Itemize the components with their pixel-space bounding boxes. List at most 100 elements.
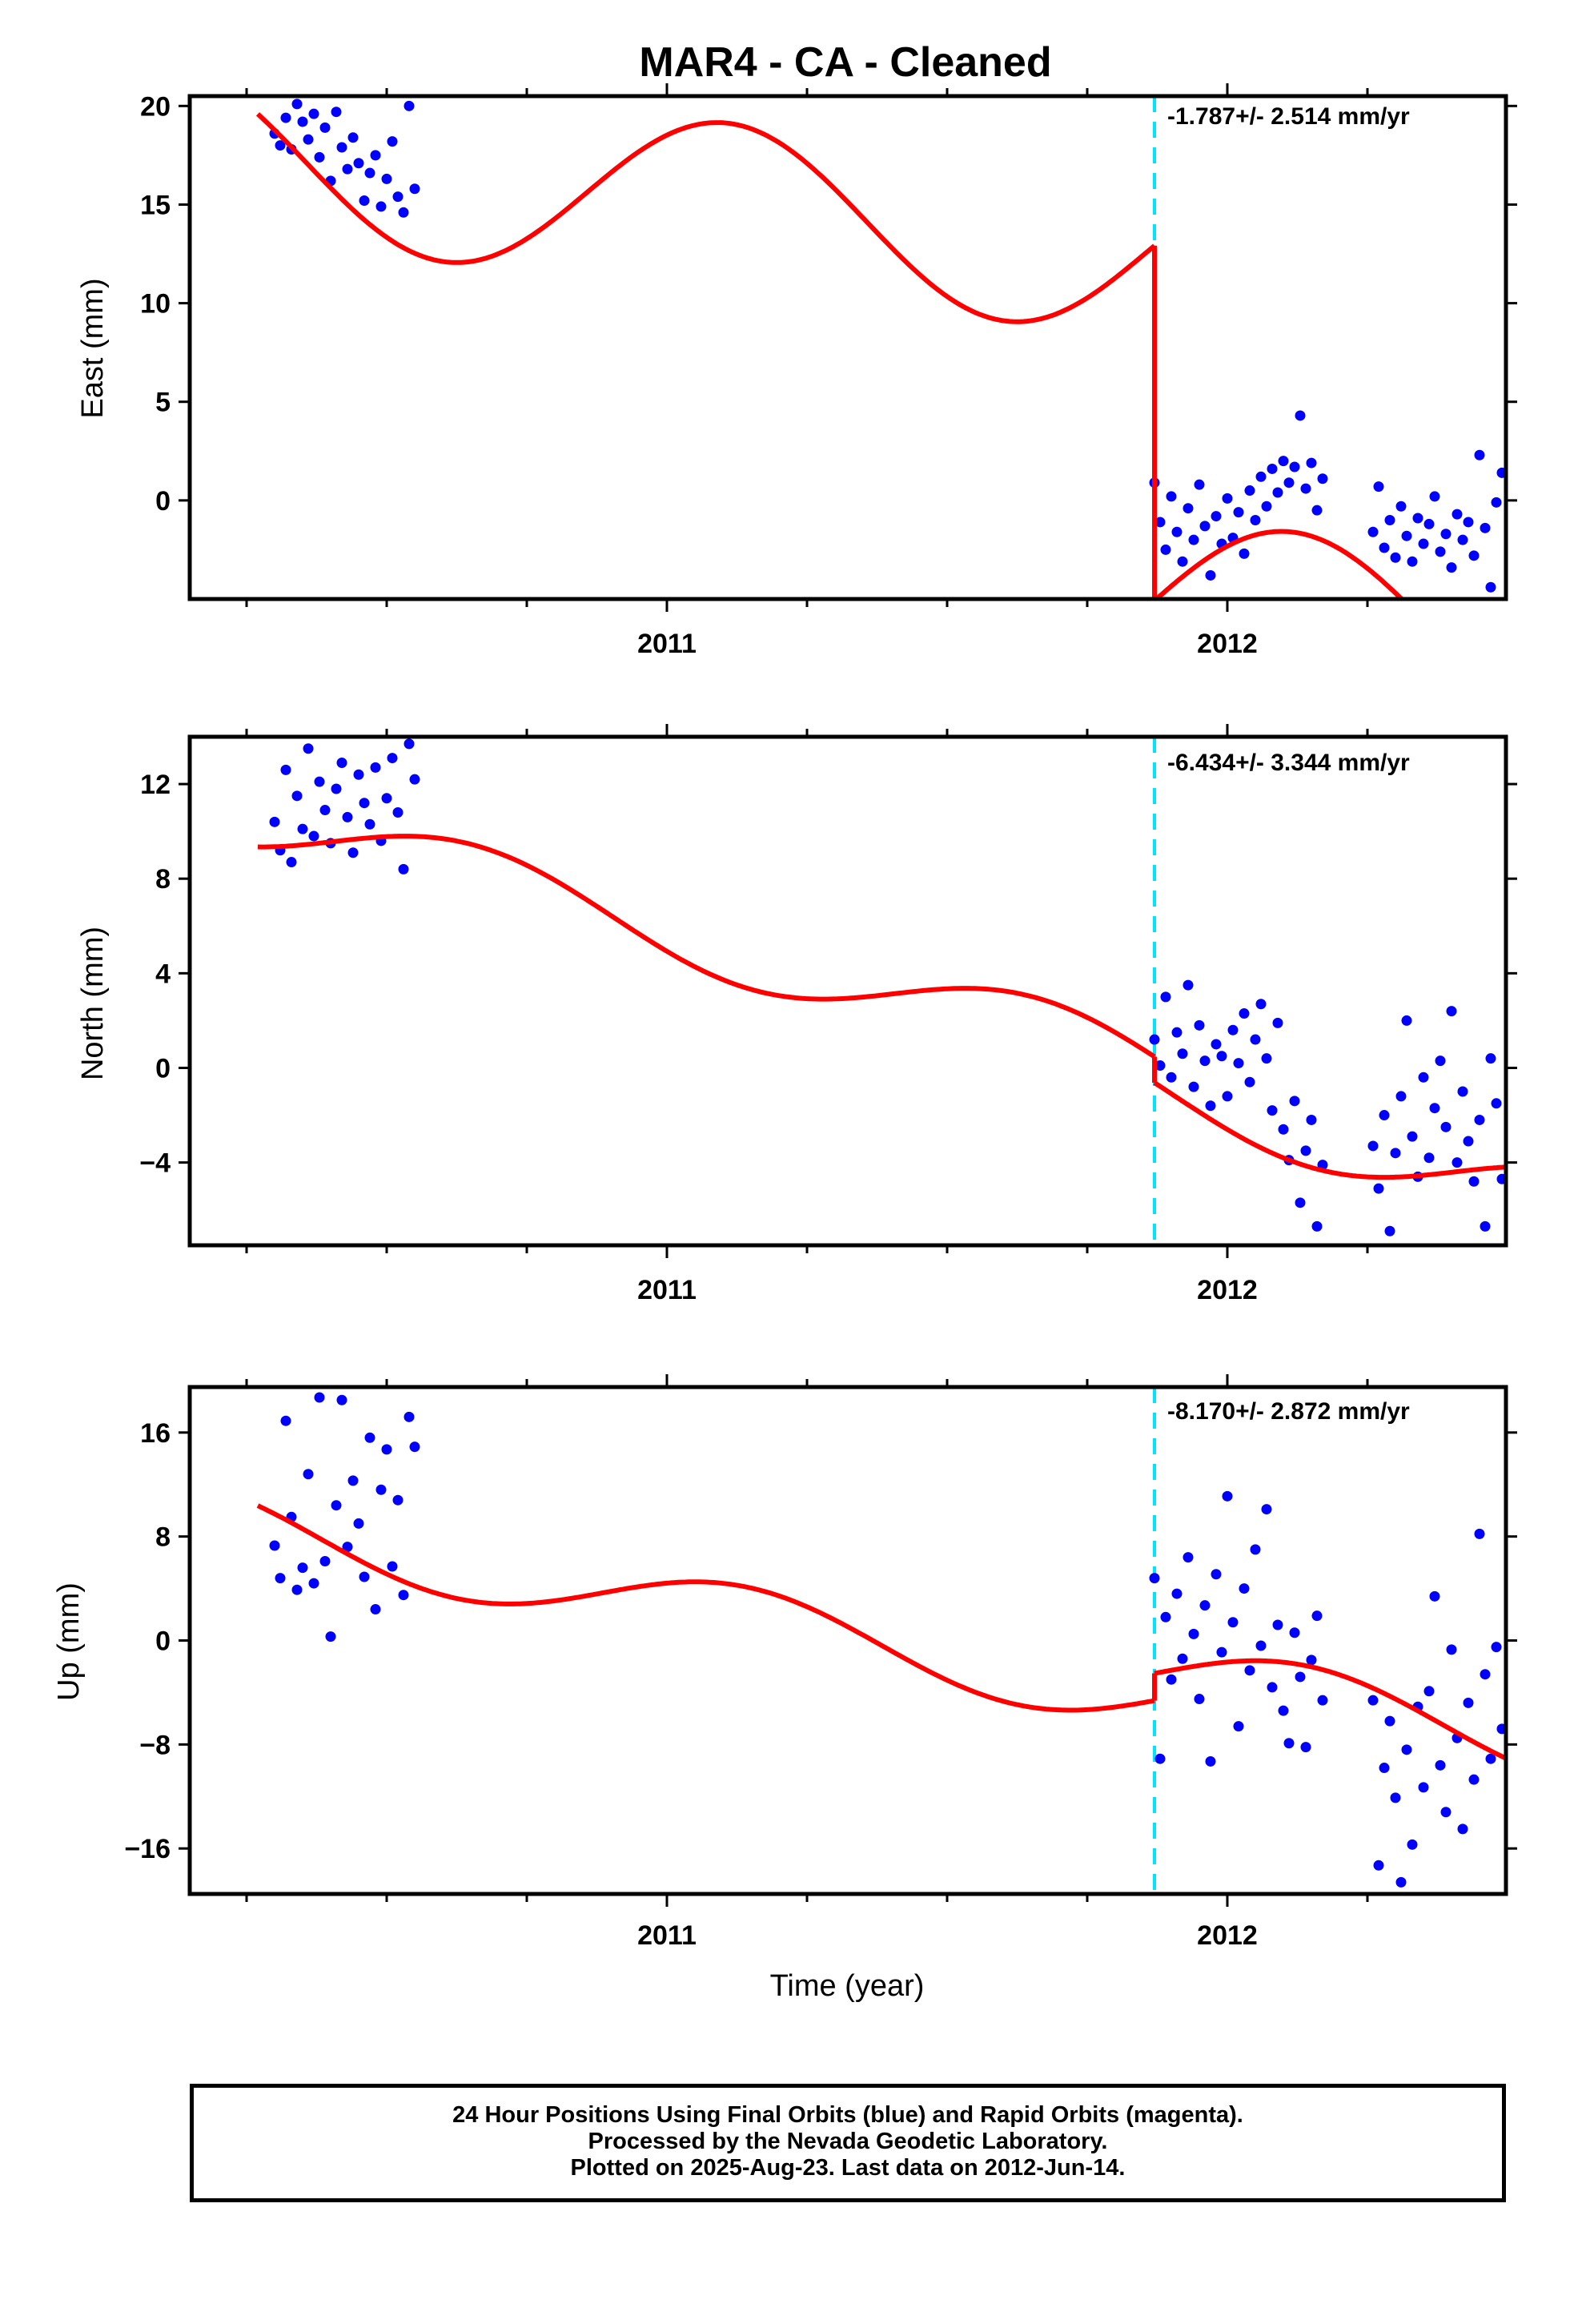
east-ytick-label: 5 — [155, 388, 171, 418]
up-data-point — [1311, 1610, 1323, 1622]
east-data-point — [409, 183, 420, 195]
east-data-point — [303, 134, 314, 145]
east-data-point — [1407, 556, 1418, 567]
east-data-point — [1289, 461, 1300, 472]
east-data-point — [347, 132, 359, 143]
north-axis-label: North (mm) — [76, 927, 110, 1080]
north-data-point — [297, 823, 308, 834]
east-xtick-2011: 2011 — [637, 629, 697, 659]
north-data-point — [1496, 1173, 1506, 1184]
up-data-point — [1457, 1823, 1468, 1835]
east-data-point — [1267, 463, 1278, 474]
east-data-point — [1182, 503, 1194, 514]
north-data-point — [1233, 1058, 1244, 1069]
east-data-point — [1250, 514, 1261, 525]
up-xtick-2012: 2012 — [1197, 1920, 1258, 1951]
up-ytick-label: 0 — [155, 1626, 171, 1657]
up-data-point — [303, 1469, 314, 1480]
east-data-point — [387, 136, 398, 147]
north-panel: North (mm) -6.434+/- 3.344 mm/yr 2011 20… — [76, 724, 1517, 1305]
east-data-point — [1452, 509, 1463, 520]
chart-title: MAR4 - CA - Cleaned — [639, 39, 1051, 86]
north-data-point — [1418, 1072, 1429, 1083]
east-data-point — [1367, 526, 1379, 537]
north-ytick-label: 12 — [140, 770, 171, 800]
up-data-point — [342, 1542, 353, 1553]
north-data-point — [1272, 1017, 1283, 1028]
north-data-point — [1306, 1114, 1317, 1125]
up-data-point — [1154, 1753, 1166, 1764]
up-data-point — [1300, 1742, 1311, 1753]
north-data-point — [280, 764, 291, 775]
north-data-point — [1261, 1053, 1272, 1064]
up-data-point — [1367, 1695, 1379, 1706]
north-data-point — [409, 774, 420, 785]
east-data-point — [392, 191, 404, 203]
up-data-point — [1255, 1640, 1267, 1651]
east-data-point — [1423, 518, 1435, 529]
north-data-point — [1216, 1051, 1227, 1062]
up-data-point — [370, 1604, 381, 1615]
east-data-point — [1188, 534, 1199, 545]
up-data-point — [1289, 1627, 1300, 1638]
north-data-point — [303, 743, 314, 754]
up-model-curve — [1153, 1658, 1506, 1761]
up-data-point — [1227, 1617, 1239, 1628]
north-data-point — [1239, 1008, 1250, 1019]
up-data-point — [1166, 1674, 1177, 1685]
east-data-point — [1199, 521, 1211, 532]
up-data-point — [381, 1444, 392, 1455]
north-data-point — [1468, 1176, 1480, 1187]
up-data-point — [1373, 1860, 1384, 1871]
north-data-point — [381, 793, 392, 804]
up-ytick-label: 8 — [155, 1522, 171, 1553]
up-data-point — [1435, 1759, 1446, 1771]
east-data-point — [1373, 481, 1384, 493]
east-data-point — [398, 207, 409, 218]
north-data-point — [387, 753, 398, 764]
footer-line-1: 24 Hour Positions Using Final Orbits (bl… — [452, 2102, 1243, 2128]
east-data-point — [381, 173, 392, 184]
north-data-point — [286, 857, 297, 868]
north-data-point — [269, 816, 280, 827]
east-data-point — [1480, 522, 1491, 533]
east-data-point — [308, 108, 319, 119]
east-data-point — [1233, 507, 1244, 518]
time-axis-label: Time (year) — [770, 1969, 925, 2003]
east-data-point — [1457, 534, 1468, 545]
up-axis-label: Up (mm) — [52, 1582, 86, 1701]
up-data-point — [1283, 1738, 1295, 1749]
east-data-point — [1485, 581, 1496, 593]
east-data-point — [1317, 473, 1328, 485]
up-data-point — [404, 1411, 415, 1422]
east-ytick-label: 0 — [155, 486, 171, 517]
north-data-point — [1423, 1152, 1435, 1164]
east-model-curve — [1153, 529, 1406, 599]
east-data-point — [1171, 526, 1182, 537]
north-data-point — [370, 762, 381, 773]
east-plot-area — [255, 96, 1506, 599]
north-model-curve — [257, 834, 1156, 1059]
north-data-point — [404, 738, 415, 750]
east-data-point — [1311, 505, 1323, 516]
east-data-point — [1283, 477, 1295, 489]
north-data-point — [347, 847, 359, 858]
north-data-point — [1384, 1225, 1395, 1236]
up-data-point — [1485, 1753, 1496, 1764]
east-data-point — [1222, 493, 1233, 504]
north-ytick-label: 4 — [155, 959, 171, 989]
north-ytick-label: 0 — [155, 1053, 171, 1084]
north-data-point — [1485, 1053, 1496, 1064]
east-data-point — [297, 116, 308, 127]
east-data-point — [1395, 501, 1407, 512]
up-data-point — [1216, 1647, 1227, 1658]
up-data-point — [1244, 1665, 1255, 1676]
up-data-point — [398, 1590, 409, 1601]
up-data-point — [280, 1415, 291, 1426]
east-data-point — [319, 122, 331, 133]
north-data-point — [1435, 1055, 1446, 1067]
east-data-point — [291, 99, 303, 110]
up-data-point — [1160, 1611, 1171, 1622]
up-data-point — [319, 1555, 331, 1566]
